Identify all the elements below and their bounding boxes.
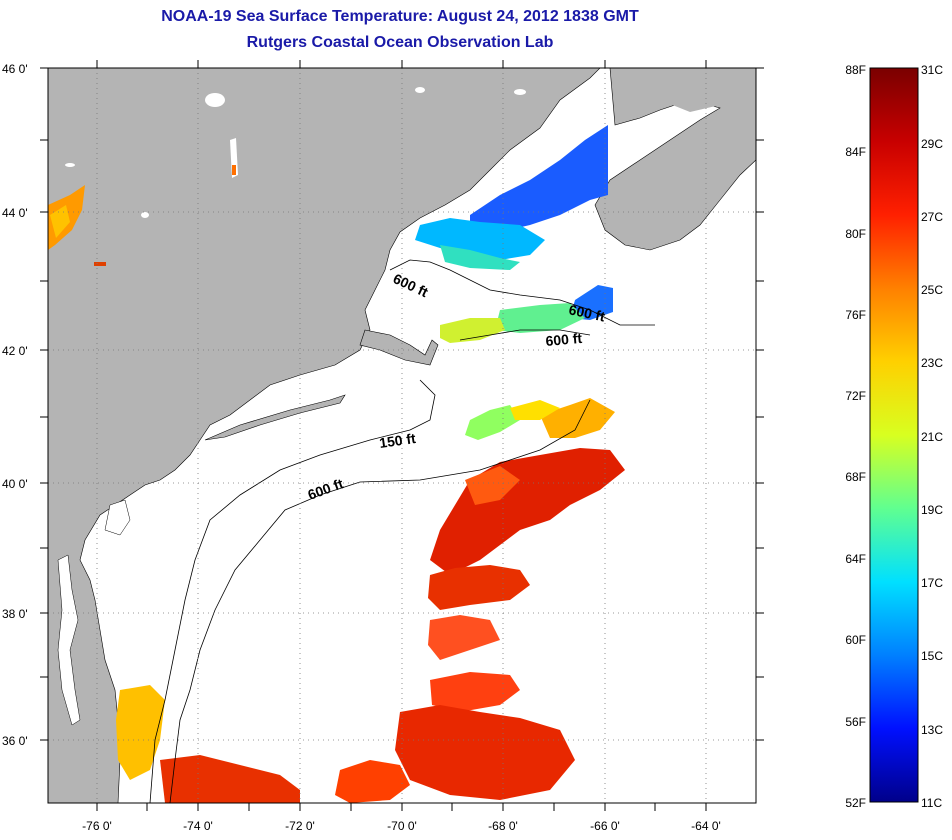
map-title: NOAA-19 Sea Surface Temperature: August … xyxy=(161,8,639,25)
lat-label: 38 0' xyxy=(2,607,28,621)
lake-small-1 xyxy=(205,93,225,107)
cb-c-label: 13C xyxy=(921,723,943,737)
colorbar-gradient xyxy=(869,67,919,803)
lon-label: -64 0' xyxy=(691,819,721,833)
contour-label-2: 600 ft xyxy=(567,301,606,324)
land-mainland xyxy=(48,68,601,803)
cb-c-label: 19C xyxy=(921,503,943,517)
map-subtitle: Rutgers Coastal Ocean Observation Lab xyxy=(246,34,554,51)
cb-f-label: 84F xyxy=(845,145,866,159)
cb-c-label: 11C xyxy=(921,796,942,810)
sst-nantucket-green xyxy=(465,405,520,440)
lat-label: 44 0' xyxy=(2,206,28,220)
lat-label: 40 0' xyxy=(2,477,28,491)
lon-label: -72 0' xyxy=(285,819,315,833)
cb-f-label: 60F xyxy=(845,633,866,647)
lat-label: 46 0' xyxy=(2,62,28,76)
cb-f-label: 88F xyxy=(845,63,866,77)
sst-georges-bank-cold xyxy=(570,285,613,320)
cb-f-label: 56F xyxy=(845,715,866,729)
cb-f-label: 72F xyxy=(845,389,866,403)
sst-gulf-of-maine xyxy=(470,125,608,232)
contour-label-3: 600 ft xyxy=(545,330,583,349)
cb-c-label: 23C xyxy=(921,356,943,370)
cb-c-label: 31C xyxy=(921,63,943,77)
sst-gulf-stream-5 xyxy=(395,705,575,800)
lake-small-2 xyxy=(415,87,425,93)
latitude-labels: 46 0' 44 0' 42 0' 40 0' 38 0' 36 0' xyxy=(2,62,28,748)
lat-label: 36 0' xyxy=(2,734,28,748)
lon-label: -74 0' xyxy=(183,819,213,833)
cb-c-label: 25C xyxy=(921,283,943,297)
sst-gulf-stream-4 xyxy=(430,672,520,712)
land-pei xyxy=(660,95,720,112)
sst-shelf-yellow xyxy=(510,400,560,420)
cb-f-label: 68F xyxy=(845,470,866,484)
chesapeake-bay xyxy=(57,554,81,726)
sst-hatteras-red2 xyxy=(335,760,410,803)
contour-150ft-shelf xyxy=(149,379,436,803)
lon-label: -70 0' xyxy=(387,819,417,833)
map-grid xyxy=(48,68,756,803)
sst-lake-champlain xyxy=(232,165,236,175)
lon-label: -76 0' xyxy=(82,819,112,833)
colorbar-fahrenheit-labels: 88F 84F 80F 76F 72F 68F 64F 60F 56F 52F xyxy=(845,63,866,810)
sst-shelf-orange xyxy=(540,398,615,438)
lake-small-3 xyxy=(514,89,526,95)
contour-label-4: 150 ft xyxy=(378,430,417,451)
sst-gulf-stream-3 xyxy=(428,615,500,660)
map-panel: 600 ft 600 ft 600 ft 150 ft 600 ft xyxy=(48,68,756,803)
colorbar-celsius-labels: 31C 29C 27C 25C 23C 21C 19C 17C 15C 13C … xyxy=(921,63,943,810)
cb-c-label: 27C xyxy=(921,210,943,224)
sst-gulf-of-maine-teal xyxy=(440,245,520,270)
contour-600ft-gom xyxy=(389,259,655,326)
contour-600ft-gom2 xyxy=(459,329,591,341)
sst-gulf-stream-2 xyxy=(428,565,530,610)
sst-lake-ontario-warm xyxy=(50,205,70,238)
contour-600ft-shelf xyxy=(169,399,591,803)
sst-gulf-stream-1b xyxy=(465,466,520,505)
lat-label: 42 0' xyxy=(2,344,28,358)
lake-small-4 xyxy=(141,212,149,218)
lon-label: -66 0' xyxy=(590,819,620,833)
cb-c-label: 29C xyxy=(921,137,943,151)
cb-f-label: 76F xyxy=(845,308,866,322)
sst-lake-small-patch xyxy=(94,262,106,266)
cb-f-label: 52F xyxy=(845,796,866,810)
colorbar: 88F 84F 80F 76F 72F 68F 64F 60F 56F 52F … xyxy=(845,63,943,810)
cb-f-label: 80F xyxy=(845,227,866,241)
map-ticks xyxy=(40,60,764,811)
sst-hatteras-yellow xyxy=(116,685,165,780)
lon-label: -68 0' xyxy=(488,819,518,833)
cb-c-label: 21C xyxy=(921,430,943,444)
lake-small-5 xyxy=(65,163,75,167)
bathymetry-contours xyxy=(149,259,655,803)
sst-georges-bank-yellow xyxy=(440,318,505,343)
land-long-island xyxy=(204,394,346,441)
cb-c-label: 17C xyxy=(921,576,943,590)
delaware-bay xyxy=(104,499,131,536)
sst-hatteras-red xyxy=(160,755,300,803)
cb-c-label: 15C xyxy=(921,649,943,663)
sst-georges-bank-green xyxy=(495,303,585,333)
cb-f-label: 64F xyxy=(845,552,866,566)
longitude-labels: -76 0' -74 0' -72 0' -70 0' -68 0' -66 0… xyxy=(82,819,721,833)
land-cape-cod xyxy=(359,329,439,366)
land-maritimes xyxy=(594,68,756,251)
